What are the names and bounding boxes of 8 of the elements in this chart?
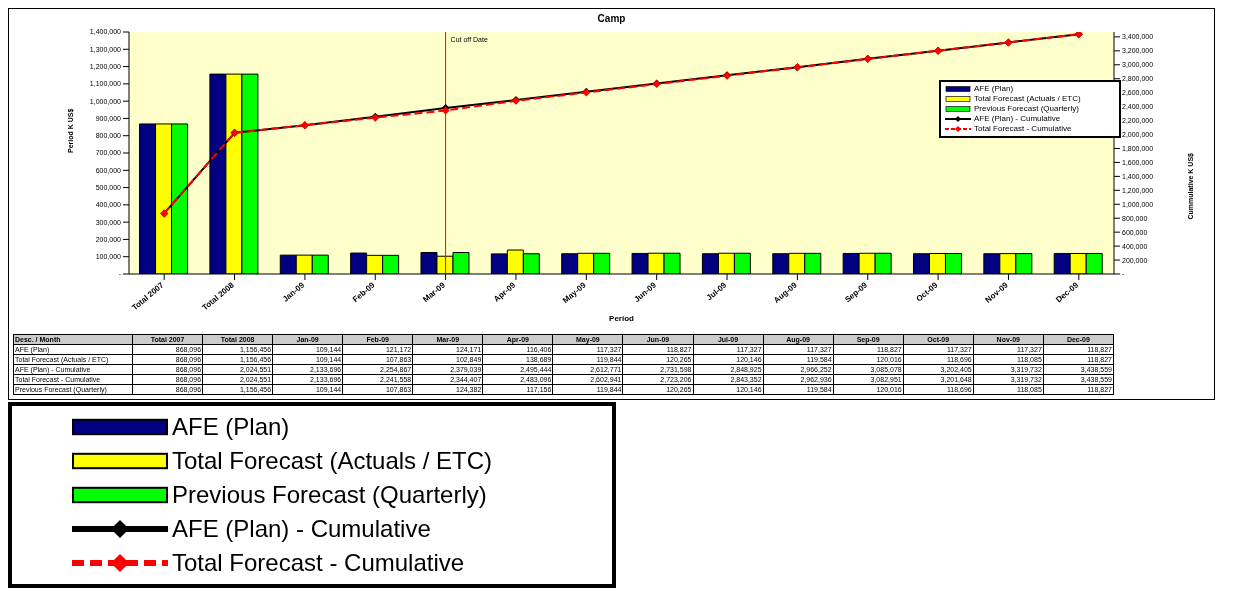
legend-label: AFE (Plan) [974,84,1014,94]
large-key-box: AFE (Plan) Total Forecast (Actuals / ETC) Previous Forecast (Quarterly) AFE (Plan) - Cumulative Total Forecast - Cumulative [8,402,616,588]
legend-label: Previous Forecast (Quarterly) [974,104,1079,114]
legend-label: Total Forecast - Cumulative [974,124,1072,134]
x-axis-title: Period [609,314,635,323]
legend-label: AFE (Plan) - Cumulative [974,114,1061,124]
chart-title: Camp [596,12,627,24]
legend-label: Total Forecast (Actuals / ETC) [974,94,1081,104]
